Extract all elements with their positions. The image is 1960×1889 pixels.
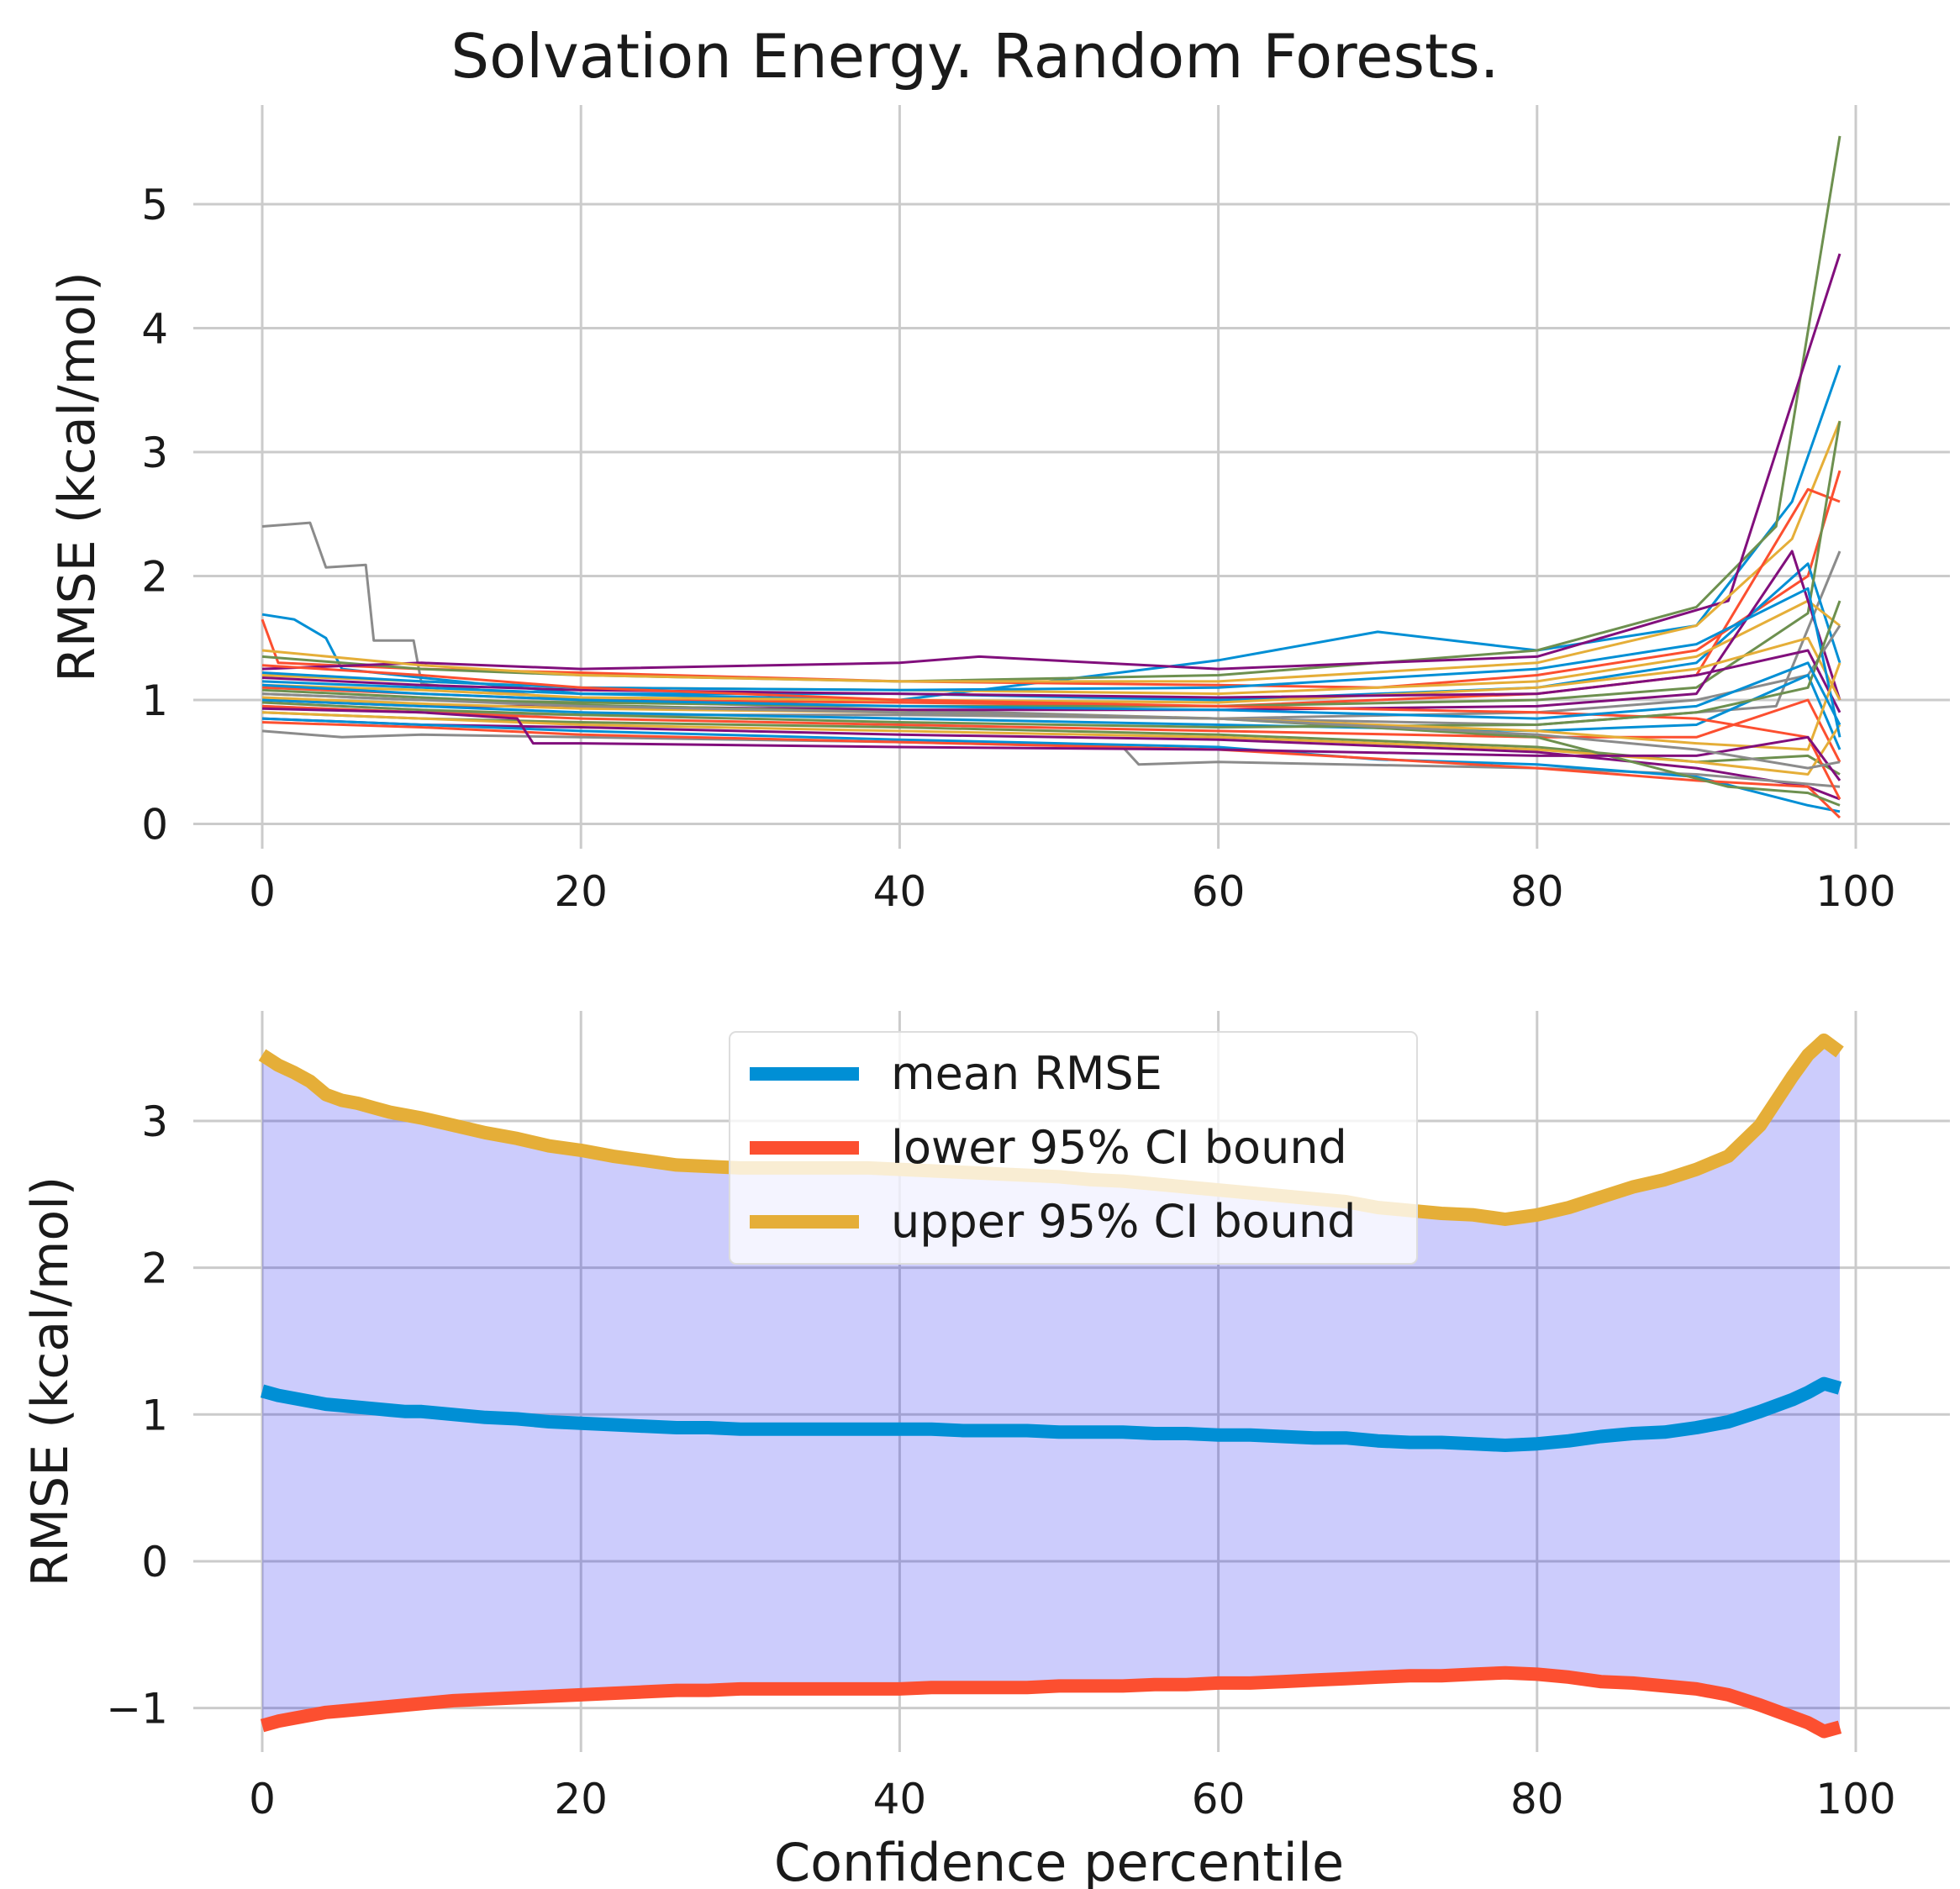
x-tick-label: 0 — [249, 867, 276, 916]
series-line — [261, 649, 1841, 713]
plot-area — [261, 135, 1841, 819]
x-tick-label: 60 — [1192, 1775, 1246, 1823]
plot-area — [258, 1033, 1844, 1739]
series-line — [261, 711, 1841, 776]
series-line — [261, 664, 1841, 800]
series-line — [261, 253, 1841, 671]
series-line — [261, 717, 1841, 813]
series-line — [261, 587, 1841, 738]
x-tick-label: 40 — [873, 867, 927, 916]
y-tick-label: 1 — [141, 676, 168, 725]
x-tick-label: 40 — [873, 1775, 927, 1823]
legend-label: upper 95% CI bound — [891, 1195, 1356, 1248]
legend: mean RMSE lower 95% CI bound upper 95% CI … — [729, 1031, 1418, 1265]
y-tick-label: 2 — [141, 1244, 168, 1293]
series-line — [261, 420, 1841, 708]
x-tick-label: 80 — [1510, 867, 1564, 916]
y-tick-label: −1 — [106, 1685, 168, 1734]
series-line — [261, 636, 1841, 704]
bottom-panel: 0 20 40 60 80 100 −1 0 1 2 3 RMSE (kcal/mol) Confide… — [21, 1011, 1950, 1889]
y-tick-label: 4 — [141, 305, 168, 354]
series-line — [261, 661, 1841, 726]
y-tick-label: 3 — [141, 1097, 168, 1146]
x-tick-label: 20 — [554, 1775, 608, 1823]
x-tick-label: 60 — [1192, 867, 1246, 916]
series-line — [261, 135, 1841, 683]
series-line — [261, 600, 1841, 729]
y-tick-label: 1 — [141, 1391, 168, 1439]
x-axis-label: Confidence percentile — [774, 1832, 1344, 1889]
y-tick-label: 5 — [141, 181, 168, 229]
x-tick-label: 100 — [1815, 1775, 1895, 1823]
series-line — [261, 562, 1841, 702]
series-line — [261, 487, 1841, 708]
legend-label: lower 95% CI bound — [891, 1121, 1347, 1174]
series-line — [261, 365, 1841, 702]
legend-box — [729, 1031, 1418, 1265]
x-tick-label: 20 — [554, 867, 608, 916]
x-tick-label: 80 — [1510, 1775, 1564, 1823]
series-line — [260, 1376, 1842, 1452]
gridlines — [193, 105, 1950, 849]
series-line — [261, 420, 1841, 683]
series-line — [261, 470, 1841, 689]
y-tick-label: 0 — [141, 1538, 168, 1586]
y-tick-label: 2 — [141, 553, 168, 602]
series-line — [261, 692, 1841, 770]
series-line — [261, 674, 1841, 750]
x-tick-label: 100 — [1815, 867, 1895, 916]
legend-label: mean RMSE — [891, 1047, 1162, 1100]
top-panel: 0 20 40 60 80 100 0 1 2 3 4 5 RMSE (kcal/mol) — [48, 105, 1950, 916]
y-tick-label: 0 — [141, 801, 168, 850]
series-line — [261, 698, 1841, 763]
x-tick-label: 0 — [249, 1775, 276, 1823]
y-tick-label: 3 — [141, 429, 168, 477]
series-line — [261, 707, 1841, 781]
y-axis-label: RMSE (kcal/mol) — [21, 1176, 80, 1587]
series-line — [260, 1665, 1842, 1739]
y-axis-label: RMSE (kcal/mol) — [48, 271, 107, 682]
figure-title: Solvation Energy. Random Forests. — [450, 21, 1499, 92]
ci-band — [262, 1039, 1840, 1732]
